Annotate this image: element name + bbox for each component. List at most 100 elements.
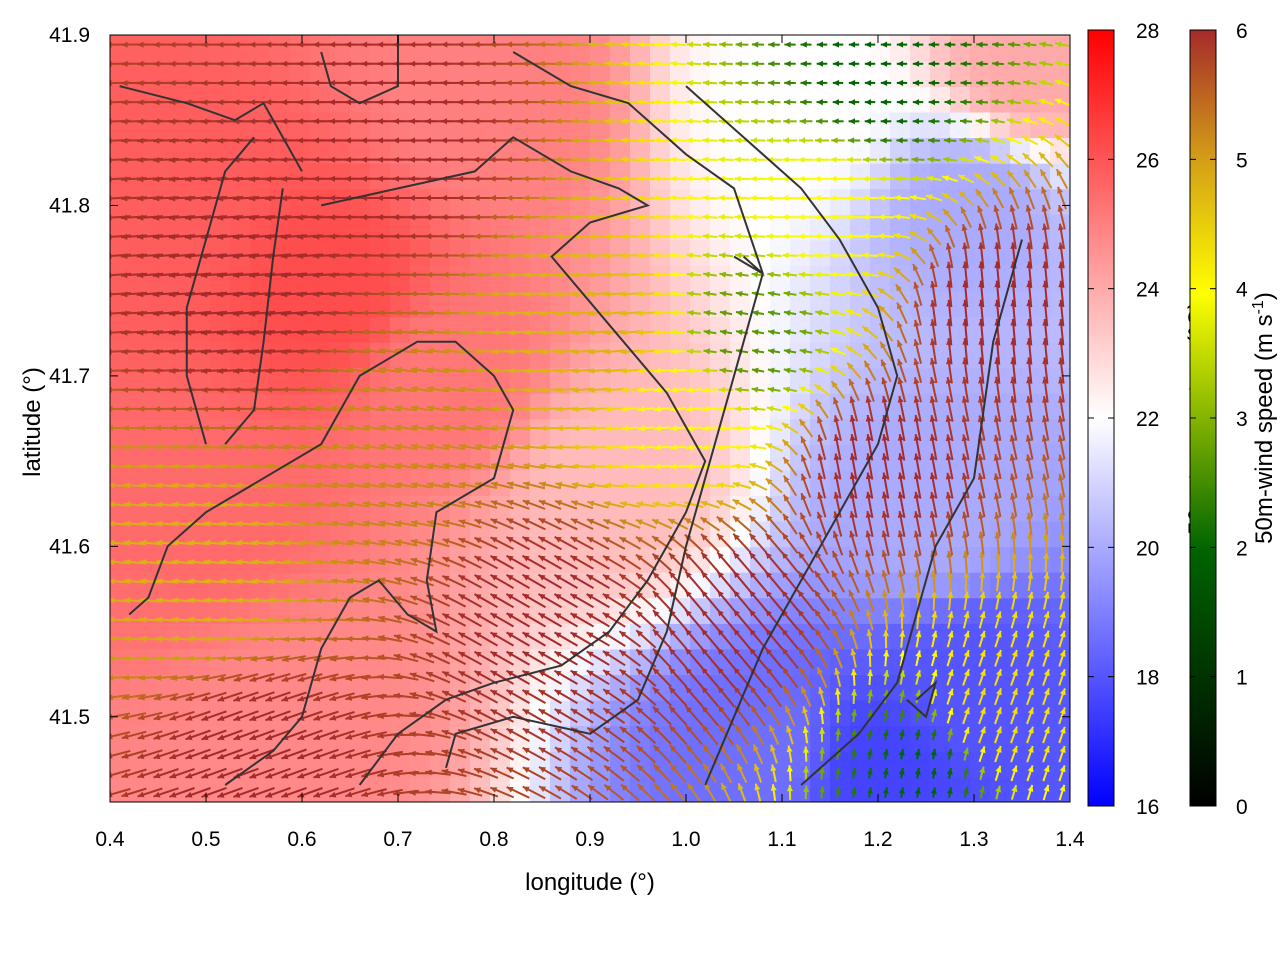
temperature-cell	[1030, 598, 1051, 624]
temperature-cell	[530, 495, 551, 521]
temperature-cell	[290, 35, 311, 61]
temperature-cell	[350, 419, 371, 445]
temperature-cell	[290, 393, 311, 419]
temperature-cell	[750, 188, 771, 214]
temperature-cell	[630, 35, 651, 61]
temperature-cell	[310, 112, 331, 138]
temperature-cell	[130, 623, 151, 649]
temperature-cell	[310, 240, 331, 266]
temperature-cell	[130, 163, 151, 189]
temperature-cell	[530, 35, 551, 61]
temperature-cell	[450, 265, 471, 291]
temperature-cell	[790, 86, 811, 112]
temperature-cell	[770, 35, 791, 61]
temperature-cell	[350, 163, 371, 189]
temperature-cell	[670, 342, 691, 368]
temperature-cell	[230, 572, 251, 598]
temperature-cell	[910, 776, 931, 802]
temperature-cell	[690, 572, 711, 598]
temperature-cell	[810, 112, 831, 138]
temperature-cell	[930, 86, 951, 112]
temperature-cell	[650, 265, 671, 291]
temperature-cell	[610, 265, 631, 291]
temperature-cell	[390, 188, 411, 214]
temperature-cell	[570, 163, 591, 189]
temperature-cell	[610, 112, 631, 138]
temperature-cell	[170, 163, 191, 189]
temperature-cell	[850, 86, 871, 112]
temperature-cell	[750, 342, 771, 368]
temperature-cell	[710, 188, 731, 214]
temperature-cell	[910, 112, 931, 138]
temperature-cell	[450, 240, 471, 266]
temperature-cell	[910, 163, 931, 189]
temperature-cell	[790, 623, 811, 649]
temperature-cell	[630, 470, 651, 496]
temperature-cell	[750, 751, 771, 777]
temperature-cell	[690, 112, 711, 138]
temperature-cell	[730, 572, 751, 598]
temperature-cell	[250, 240, 271, 266]
temperature-cell	[550, 112, 571, 138]
temperature-cell	[630, 265, 651, 291]
temperature-cell	[710, 700, 731, 726]
temperature-cell	[190, 112, 211, 138]
temperature-cell	[270, 265, 291, 291]
temperature-cell	[990, 240, 1011, 266]
temperature-cell	[530, 86, 551, 112]
temperature-cell	[170, 623, 191, 649]
temperature-cell	[710, 86, 731, 112]
temperature-cell	[830, 86, 851, 112]
temperature-cell	[170, 419, 191, 445]
temperature-cell	[870, 35, 891, 61]
temperature-cell	[330, 163, 351, 189]
temperature-cell	[950, 86, 971, 112]
temperature-cell	[130, 419, 151, 445]
temperature-cell	[530, 419, 551, 445]
temperature-cell	[110, 35, 131, 61]
temperature-cell	[810, 367, 831, 393]
temperature-cell	[410, 725, 431, 751]
temperature-cell	[910, 188, 931, 214]
temperature-cell	[190, 163, 211, 189]
temperature-cell	[390, 419, 411, 445]
temperature-cell	[290, 470, 311, 496]
temperature-cell	[870, 112, 891, 138]
temperature-cell	[530, 316, 551, 342]
temperature-cell	[690, 35, 711, 61]
temperature-cell	[310, 316, 331, 342]
temperature-cell	[130, 700, 151, 726]
temperature-cell	[610, 546, 631, 572]
temperature-cell	[210, 649, 231, 675]
temperature-cell	[550, 419, 571, 445]
temperature-cell	[550, 316, 571, 342]
temperature-cell	[790, 265, 811, 291]
temperature-cell	[590, 112, 611, 138]
temperature-cell	[210, 572, 231, 598]
temperature-cell	[990, 112, 1011, 138]
temperature-cell	[390, 35, 411, 61]
temperature-cell	[370, 265, 391, 291]
temperature-cell	[490, 342, 511, 368]
temperature-cell	[190, 316, 211, 342]
temperature-cell	[350, 495, 371, 521]
temperature-cell	[610, 163, 631, 189]
temperature-cell	[750, 419, 771, 445]
temperature-cell	[530, 342, 551, 368]
temperature-cell	[630, 163, 651, 189]
temperature-cell	[210, 316, 231, 342]
temperature-cell	[270, 163, 291, 189]
temperature-cell	[370, 776, 391, 802]
temperature-cell	[730, 35, 751, 61]
temperature-cell	[310, 35, 331, 61]
temperature-cell	[510, 393, 531, 419]
temperature-cell	[570, 776, 591, 802]
temperature-cell	[1030, 751, 1051, 777]
temperature-cell	[530, 112, 551, 138]
temperature-cell	[650, 419, 671, 445]
temperature-cell	[130, 495, 151, 521]
temperature-cell	[150, 495, 171, 521]
temperature-cell	[110, 112, 131, 138]
temperature-cell	[110, 342, 131, 368]
temperature-cell	[210, 470, 231, 496]
